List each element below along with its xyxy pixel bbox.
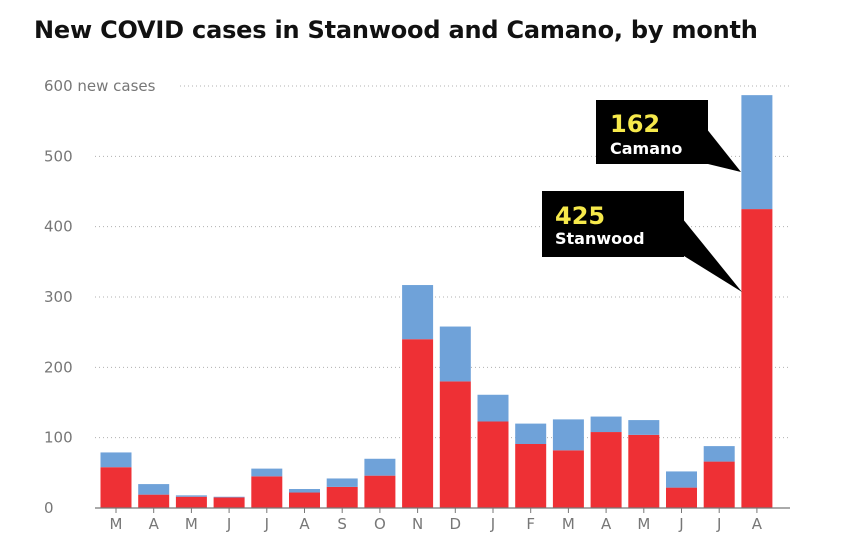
- x-tick-label: F: [526, 515, 535, 533]
- y-tick-label: 400: [44, 218, 73, 236]
- bar-camano: [402, 285, 434, 340]
- y-tick-label: 300: [44, 288, 73, 306]
- chart-title: New COVID cases in Stanwood and Camano, …: [34, 16, 758, 44]
- bar-camano: [628, 420, 660, 435]
- bar-camano: [666, 471, 697, 488]
- bar-camano: [364, 458, 396, 476]
- bar-camano: [213, 496, 245, 498]
- bar-camano: [590, 416, 622, 433]
- bar-stanwood: [175, 496, 207, 508]
- y-tick-label: 500: [44, 147, 73, 165]
- x-tick-label: D: [450, 515, 462, 533]
- bar-stanwood: [515, 443, 547, 508]
- callout-camano-box: [596, 100, 708, 164]
- bar-camano: [515, 423, 547, 444]
- bar-stanwood: [289, 492, 320, 508]
- callout-camano-pointer: [700, 128, 741, 172]
- x-tick-label: M: [185, 515, 198, 533]
- bar-camano: [138, 484, 170, 495]
- bar-stanwood: [402, 339, 434, 508]
- callout-stanwood-value: 425: [555, 202, 605, 230]
- y-tick-label: 600 new cases: [44, 77, 156, 95]
- bar-camano: [703, 446, 735, 462]
- bar-stanwood: [326, 486, 358, 508]
- callout-camano-value: 162: [610, 110, 660, 138]
- y-axis-ticks: 0 100 200 300 400 500 600 new cases: [44, 77, 156, 517]
- x-tick-label: M: [637, 515, 650, 533]
- bar-stanwood: [477, 421, 509, 508]
- callout-stanwood: 425 Stanwood: [542, 191, 742, 292]
- bar-stanwood: [439, 381, 471, 508]
- bar-stanwood: [703, 461, 735, 508]
- y-tick-label: 0: [44, 499, 54, 517]
- callout-stanwood-label: Stanwood: [555, 229, 645, 248]
- bar-camano: [251, 468, 283, 477]
- bar-stanwood: [666, 487, 697, 508]
- x-tick-label: A: [752, 515, 763, 533]
- x-tick-label: N: [412, 515, 423, 533]
- x-tick-label: J: [678, 515, 683, 533]
- x-tick-label: O: [374, 515, 386, 533]
- bar-camano: [175, 495, 207, 497]
- x-tick-label: J: [264, 515, 269, 533]
- bar-stanwood: [741, 209, 773, 509]
- x-tick-label: A: [299, 515, 310, 533]
- bar-camano: [289, 489, 320, 493]
- bar-camano: [477, 394, 509, 422]
- y-tick-label: 100: [44, 429, 73, 447]
- bar-stanwood: [213, 497, 245, 508]
- bar-camano: [100, 452, 132, 468]
- bar-stanwood: [251, 476, 283, 508]
- bar-camano: [326, 478, 358, 487]
- bar-stanwood: [552, 450, 584, 508]
- x-tick-label: M: [110, 515, 123, 533]
- x-tick-label: S: [337, 515, 347, 533]
- x-tick-label: J: [490, 515, 495, 533]
- callout-camano: 162 Camano: [596, 100, 741, 172]
- bar-camano: [552, 419, 584, 451]
- bar-stanwood: [590, 432, 622, 508]
- bar-stanwood: [100, 467, 132, 508]
- gridlines: [95, 85, 790, 439]
- bar-camano: [741, 95, 773, 210]
- y-tick-label: 200: [44, 358, 73, 376]
- bar-stanwood: [628, 434, 660, 508]
- x-tick-label: J: [226, 515, 231, 533]
- callout-stanwood-pointer: [676, 218, 742, 292]
- x-tick-label: A: [601, 515, 612, 533]
- bar-stanwood: [138, 494, 170, 508]
- callout-stanwood-box: [542, 191, 684, 257]
- x-tick-label: M: [562, 515, 575, 533]
- bar-stanwood: [364, 475, 396, 508]
- x-tick-label: J: [716, 515, 721, 533]
- callout-camano-label: Camano: [610, 139, 682, 158]
- bars: [100, 95, 773, 509]
- bar-camano: [439, 326, 471, 382]
- x-tick-label: A: [149, 515, 160, 533]
